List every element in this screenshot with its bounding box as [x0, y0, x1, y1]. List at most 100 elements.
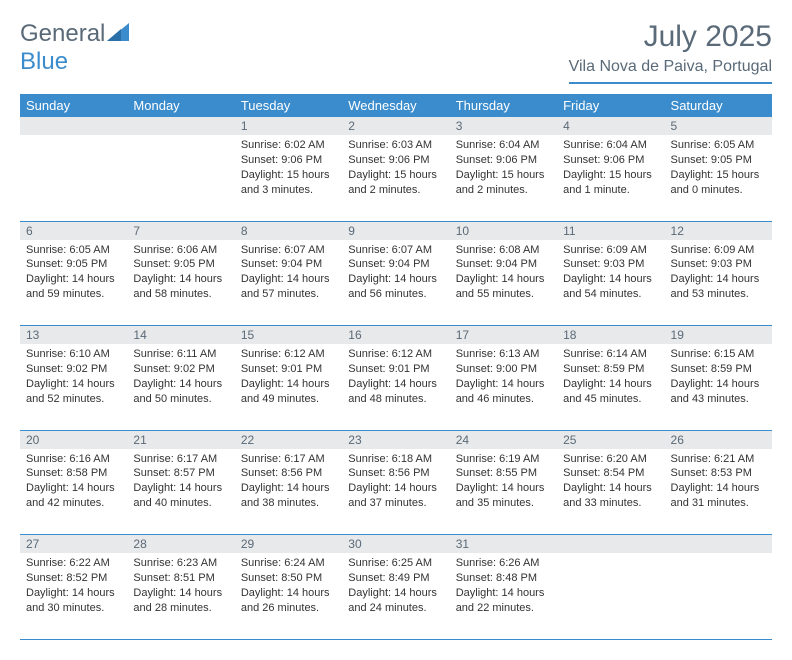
calendar-cell [127, 135, 234, 221]
day-number-cell: 1 [235, 117, 342, 135]
calendar-cell: Sunrise: 6:19 AMSunset: 8:55 PMDaylight:… [450, 449, 557, 535]
cell-content: Sunrise: 6:15 AMSunset: 8:59 PMDaylight:… [665, 344, 772, 412]
daynum-row: 2728293031 [20, 535, 772, 554]
cell-content: Sunrise: 6:20 AMSunset: 8:54 PMDaylight:… [557, 449, 664, 517]
cell-content: Sunrise: 6:10 AMSunset: 9:02 PMDaylight:… [20, 344, 127, 412]
daynum-row: 12345 [20, 117, 772, 135]
sunset-text: Sunset: 9:02 PM [26, 362, 121, 377]
cell-content: Sunrise: 6:02 AMSunset: 9:06 PMDaylight:… [235, 135, 342, 203]
sunset-text: Sunset: 8:51 PM [133, 571, 228, 586]
day-number-cell: 10 [450, 221, 557, 240]
cell-content: Sunrise: 6:04 AMSunset: 9:06 PMDaylight:… [450, 135, 557, 203]
cell-content: Sunrise: 6:07 AMSunset: 9:04 PMDaylight:… [342, 240, 449, 308]
sunrise-text: Sunrise: 6:23 AM [133, 556, 228, 571]
day-header: Sunday [20, 94, 127, 117]
day-number-cell: 6 [20, 221, 127, 240]
sunrise-text: Sunrise: 6:06 AM [133, 243, 228, 258]
sunrise-text: Sunrise: 6:08 AM [456, 243, 551, 258]
week-row: Sunrise: 6:22 AMSunset: 8:52 PMDaylight:… [20, 553, 772, 639]
sunrise-text: Sunrise: 6:10 AM [26, 347, 121, 362]
sunset-text: Sunset: 8:53 PM [671, 466, 766, 481]
daylight-text: Daylight: 14 hours and 30 minutes. [26, 586, 121, 616]
sunset-text: Sunset: 9:00 PM [456, 362, 551, 377]
sunrise-text: Sunrise: 6:09 AM [671, 243, 766, 258]
sunset-text: Sunset: 9:05 PM [26, 257, 121, 272]
day-header-row: SundayMondayTuesdayWednesdayThursdayFrid… [20, 94, 772, 117]
daylight-text: Daylight: 15 hours and 2 minutes. [348, 168, 443, 198]
day-number-cell: 26 [665, 430, 772, 449]
brand-logo: General Blue [20, 20, 129, 76]
daylight-text: Daylight: 14 hours and 24 minutes. [348, 586, 443, 616]
sunrise-text: Sunrise: 6:04 AM [456, 138, 551, 153]
cell-content: Sunrise: 6:05 AMSunset: 9:05 PMDaylight:… [665, 135, 772, 203]
day-header: Friday [557, 94, 664, 117]
daylight-text: Daylight: 14 hours and 57 minutes. [241, 272, 336, 302]
day-number-cell: 24 [450, 430, 557, 449]
daylight-text: Daylight: 15 hours and 2 minutes. [456, 168, 551, 198]
week-row: Sunrise: 6:02 AMSunset: 9:06 PMDaylight:… [20, 135, 772, 221]
day-number-cell [127, 117, 234, 135]
calendar-cell: Sunrise: 6:05 AMSunset: 9:05 PMDaylight:… [665, 135, 772, 221]
sunset-text: Sunset: 9:06 PM [563, 153, 658, 168]
sunrise-text: Sunrise: 6:17 AM [133, 452, 228, 467]
sunset-text: Sunset: 9:01 PM [241, 362, 336, 377]
cell-content [557, 553, 664, 562]
sunrise-text: Sunrise: 6:19 AM [456, 452, 551, 467]
cell-content: Sunrise: 6:11 AMSunset: 9:02 PMDaylight:… [127, 344, 234, 412]
sunrise-text: Sunrise: 6:21 AM [671, 452, 766, 467]
day-number-cell: 16 [342, 326, 449, 345]
cell-content [665, 553, 772, 562]
cell-content: Sunrise: 6:03 AMSunset: 9:06 PMDaylight:… [342, 135, 449, 203]
sunset-text: Sunset: 8:50 PM [241, 571, 336, 586]
sunrise-text: Sunrise: 6:12 AM [241, 347, 336, 362]
cell-content: Sunrise: 6:06 AMSunset: 9:05 PMDaylight:… [127, 240, 234, 308]
calendar-cell: Sunrise: 6:16 AMSunset: 8:58 PMDaylight:… [20, 449, 127, 535]
calendar-cell: Sunrise: 6:25 AMSunset: 8:49 PMDaylight:… [342, 553, 449, 639]
cell-content: Sunrise: 6:25 AMSunset: 8:49 PMDaylight:… [342, 553, 449, 621]
calendar-cell: Sunrise: 6:12 AMSunset: 9:01 PMDaylight:… [342, 344, 449, 430]
cell-content: Sunrise: 6:09 AMSunset: 9:03 PMDaylight:… [665, 240, 772, 308]
calendar-cell [557, 553, 664, 639]
day-number-cell: 19 [665, 326, 772, 345]
day-number-cell: 27 [20, 535, 127, 554]
sunset-text: Sunset: 8:52 PM [26, 571, 121, 586]
daynum-row: 13141516171819 [20, 326, 772, 345]
week-row: Sunrise: 6:10 AMSunset: 9:02 PMDaylight:… [20, 344, 772, 430]
cell-content: Sunrise: 6:05 AMSunset: 9:05 PMDaylight:… [20, 240, 127, 308]
day-number-cell: 4 [557, 117, 664, 135]
daylight-text: Daylight: 14 hours and 26 minutes. [241, 586, 336, 616]
daylight-text: Daylight: 14 hours and 52 minutes. [26, 377, 121, 407]
month-title: July 2025 [569, 20, 772, 54]
calendar-cell: Sunrise: 6:17 AMSunset: 8:56 PMDaylight:… [235, 449, 342, 535]
week-row: Sunrise: 6:05 AMSunset: 9:05 PM Daylight:… [20, 240, 772, 326]
sunrise-text: Sunrise: 6:16 AM [26, 452, 121, 467]
sunset-text: Sunset: 8:48 PM [456, 571, 551, 586]
day-number-cell: 14 [127, 326, 234, 345]
calendar-cell [665, 553, 772, 639]
sunrise-text: Sunrise: 6:26 AM [456, 556, 551, 571]
daylight-text: Daylight: 14 hours and 49 minutes. [241, 377, 336, 407]
sunset-text: Sunset: 9:06 PM [241, 153, 336, 168]
sunset-text: Sunset: 9:04 PM [241, 257, 336, 272]
calendar-cell: Sunrise: 6:03 AMSunset: 9:06 PMDaylight:… [342, 135, 449, 221]
cell-content: Sunrise: 6:07 AMSunset: 9:04 PMDaylight:… [235, 240, 342, 308]
calendar-cell: Sunrise: 6:13 AMSunset: 9:00 PMDaylight:… [450, 344, 557, 430]
daylight-text: Daylight: 15 hours and 0 minutes. [671, 168, 766, 198]
daylight-text: Daylight: 14 hours and 38 minutes. [241, 481, 336, 511]
daylight-text: Daylight: 14 hours and 46 minutes. [456, 377, 551, 407]
sunrise-text: Sunrise: 6:05 AM [26, 243, 121, 258]
calendar-cell: Sunrise: 6:06 AMSunset: 9:05 PMDaylight:… [127, 240, 234, 326]
sunset-text: Sunset: 9:01 PM [348, 362, 443, 377]
calendar-cell: Sunrise: 6:04 AMSunset: 9:06 PMDaylight:… [450, 135, 557, 221]
cell-content: Sunrise: 6:17 AMSunset: 8:57 PMDaylight:… [127, 449, 234, 517]
sunrise-text: Sunrise: 6:04 AM [563, 138, 658, 153]
sunset-text: Sunset: 8:56 PM [348, 466, 443, 481]
daynum-row: 20212223242526 [20, 430, 772, 449]
calendar-cell: Sunrise: 6:02 AMSunset: 9:06 PMDaylight:… [235, 135, 342, 221]
daylight-text: Daylight: 14 hours and 48 minutes. [348, 377, 443, 407]
daylight-text: Daylight: 14 hours and 43 minutes. [671, 377, 766, 407]
calendar-cell: Sunrise: 6:22 AMSunset: 8:52 PMDaylight:… [20, 553, 127, 639]
calendar-cell: Sunrise: 6:26 AMSunset: 8:48 PMDaylight:… [450, 553, 557, 639]
sunset-text: Sunset: 8:56 PM [241, 466, 336, 481]
day-number-cell: 18 [557, 326, 664, 345]
